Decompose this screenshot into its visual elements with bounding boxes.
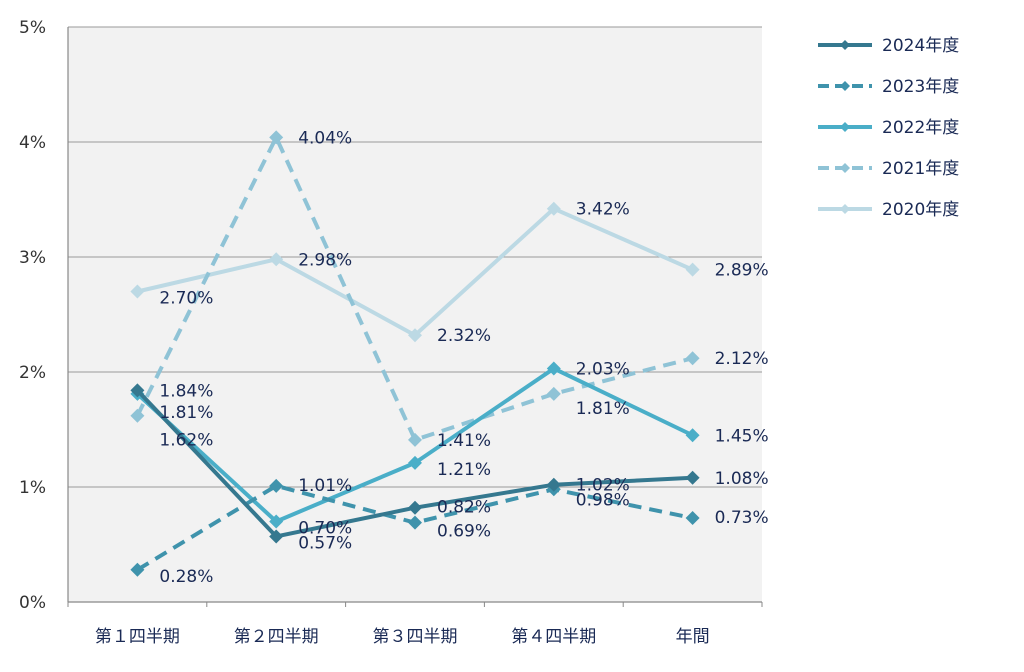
data-label: 0.69% bbox=[437, 522, 491, 542]
data-label: 0.28% bbox=[159, 567, 213, 587]
data-point bbox=[269, 478, 284, 493]
legend-marker bbox=[840, 122, 850, 132]
data-point bbox=[685, 262, 700, 277]
data-point bbox=[269, 130, 284, 145]
data-point bbox=[130, 408, 145, 423]
data-label: 1.41% bbox=[437, 431, 491, 451]
data-label: 0.70% bbox=[298, 519, 352, 539]
legend-label: 2021年度 bbox=[882, 159, 959, 179]
data-point bbox=[685, 428, 700, 443]
data-label: 3.42% bbox=[576, 200, 630, 220]
data-point bbox=[269, 529, 284, 544]
data-label: 0.57% bbox=[298, 533, 352, 553]
series-0 bbox=[130, 383, 700, 544]
gridlines bbox=[68, 26, 762, 488]
data-point bbox=[546, 386, 561, 401]
data-point bbox=[130, 284, 145, 299]
y-tick-label: 1% bbox=[19, 478, 46, 498]
axes: 0% 1% 2% 3% 4% 5% 第１四半期 第２四半期 第３四半期 第４四半期 年間 bbox=[19, 18, 763, 647]
data-label: 4.04% bbox=[298, 128, 352, 148]
data-label: 1.81% bbox=[576, 399, 630, 419]
data-label: 1.01% bbox=[298, 476, 352, 496]
data-label: 1.62% bbox=[159, 431, 213, 451]
legend: 2024年度 2023年度 2022年度 2021年度 2020年度 bbox=[818, 36, 959, 220]
y-tick-label: 0% bbox=[19, 593, 46, 613]
x-tick-label: 第４四半期 bbox=[511, 627, 596, 647]
data-point bbox=[685, 470, 700, 485]
series-3 bbox=[130, 130, 700, 447]
series-4 bbox=[130, 201, 700, 343]
data-point bbox=[546, 477, 561, 492]
data-label: 2.98% bbox=[298, 250, 352, 270]
data-label: 1.84% bbox=[159, 381, 213, 401]
y-tick-label: 3% bbox=[19, 248, 46, 268]
data-point bbox=[408, 455, 422, 470]
x-tick-label: 第３四半期 bbox=[373, 627, 458, 647]
legend-label: 2020年度 bbox=[882, 200, 959, 220]
x-tick-label: 第２四半期 bbox=[234, 627, 319, 647]
legend-item: 2023年度 bbox=[818, 77, 959, 97]
data-point bbox=[408, 515, 422, 530]
legend-item: 2020年度 bbox=[818, 200, 959, 220]
y-tick-label: 2% bbox=[19, 363, 46, 383]
data-point bbox=[685, 351, 700, 366]
data-label: 2.89% bbox=[715, 261, 769, 281]
legend-marker bbox=[840, 40, 850, 50]
data-point bbox=[685, 511, 700, 526]
legend-label: 2024年度 bbox=[882, 36, 959, 56]
data-label: 2.70% bbox=[159, 289, 213, 309]
y-tick-label: 5% bbox=[19, 18, 46, 38]
legend-label: 2023年度 bbox=[882, 77, 959, 97]
legend-label: 2022年度 bbox=[882, 118, 959, 138]
data-point bbox=[546, 361, 561, 376]
legend-item: 2024年度 bbox=[818, 36, 959, 56]
data-point bbox=[408, 328, 422, 343]
legend-marker bbox=[840, 163, 850, 173]
data-point bbox=[269, 252, 284, 267]
data-label: 2.12% bbox=[715, 349, 769, 369]
data-point bbox=[408, 500, 422, 515]
legend-marker bbox=[840, 81, 850, 91]
y-tick-label: 4% bbox=[19, 133, 46, 153]
data-label: 1.21% bbox=[437, 460, 491, 480]
series-2 bbox=[130, 361, 700, 529]
data-point bbox=[130, 562, 145, 577]
data-label: 0.98% bbox=[576, 490, 630, 510]
data-label: 2.03% bbox=[576, 360, 630, 380]
data-point bbox=[130, 383, 145, 398]
x-tick-label: 第１四半期 bbox=[95, 627, 180, 647]
x-tick-label: 年間 bbox=[676, 627, 710, 647]
series-group bbox=[130, 130, 700, 577]
data-label: 0.82% bbox=[437, 498, 491, 518]
legend-marker bbox=[840, 204, 850, 214]
data-label: 0.73% bbox=[715, 508, 769, 528]
data-point bbox=[408, 432, 422, 447]
legend-item: 2022年度 bbox=[818, 118, 959, 138]
legend-item: 2021年度 bbox=[818, 159, 959, 179]
data-label: 1.81% bbox=[159, 403, 213, 423]
data-point bbox=[269, 514, 284, 529]
data-labels: 1.84% 0.57% 0.82% 1.02% 1.08% 0.28% 1.01% 0.69%… bbox=[159, 128, 768, 586]
data-label: 1.02% bbox=[576, 476, 630, 496]
data-label: 1.08% bbox=[715, 469, 769, 489]
data-point bbox=[546, 201, 561, 216]
data-label: 1.45% bbox=[715, 426, 769, 446]
data-label: 2.32% bbox=[437, 326, 491, 346]
